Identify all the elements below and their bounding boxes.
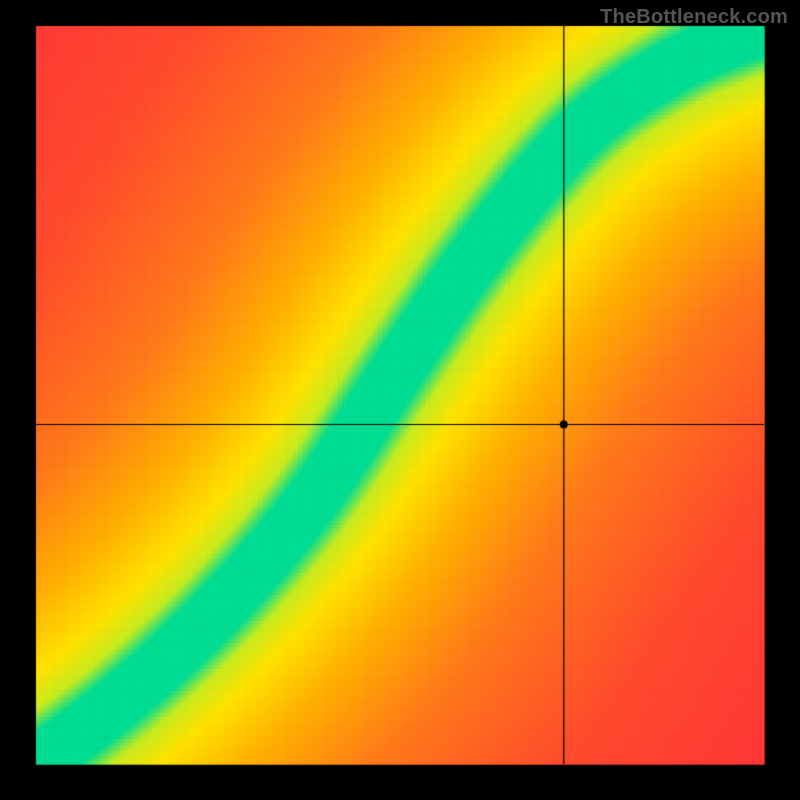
chart-container: TheBottleneck.com [0, 0, 800, 800]
bottleneck-heatmap [0, 0, 800, 800]
watermark-text: TheBottleneck.com [600, 6, 788, 29]
